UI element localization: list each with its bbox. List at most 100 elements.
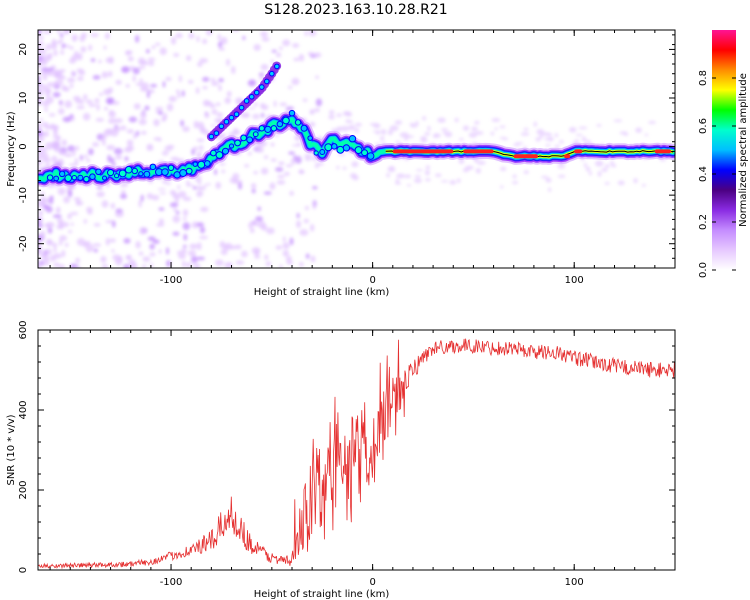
noise-blob [190, 255, 198, 264]
noise-blob [183, 217, 187, 221]
colorbar-tick-label: 0.4 [698, 166, 709, 182]
noise-blob [46, 221, 55, 228]
noise-blob [215, 259, 224, 267]
noise-blob [123, 237, 131, 244]
branch-blob [274, 63, 280, 70]
noise-blob [92, 243, 102, 247]
noise-blob [260, 31, 268, 38]
noise-blob [648, 121, 656, 124]
noise-blob [177, 92, 181, 99]
noise-blob [38, 75, 41, 83]
noise-blob [410, 124, 418, 128]
noise-blob [110, 202, 116, 210]
noise-blob [234, 244, 242, 250]
ridge-blob [167, 164, 175, 172]
noise-blob [202, 76, 210, 82]
noise-blob [99, 92, 103, 97]
branch-blob [258, 84, 265, 90]
noise-blob [38, 98, 43, 106]
noise-blob [196, 242, 202, 251]
noise-blob [424, 169, 430, 176]
noise-blob [105, 219, 115, 224]
noise-blob [279, 102, 288, 107]
noise-blob [205, 183, 212, 186]
ridge-blob [89, 173, 96, 180]
noise-blob [40, 67, 50, 72]
noise-blob [156, 223, 165, 227]
noise-blob [308, 30, 317, 37]
noise-blob [554, 133, 559, 138]
noise-blob [192, 146, 199, 151]
ridge-blob [107, 169, 115, 177]
noise-blob [52, 214, 62, 219]
noise-blob [145, 49, 150, 54]
noise-blob [46, 87, 52, 95]
noise-blob [48, 113, 56, 117]
noise-blob [115, 211, 124, 218]
noise-blob [140, 194, 144, 202]
noise-blob [427, 126, 431, 131]
hot-spot [564, 154, 571, 159]
noise-blob [126, 129, 135, 134]
noise-blob [59, 235, 68, 242]
noise-blob [255, 216, 263, 222]
noise-blob [38, 36, 45, 40]
noise-blob [594, 160, 604, 167]
noise-blob [228, 131, 237, 136]
noise-blob [65, 30, 71, 33]
noise-blob [198, 191, 204, 195]
noise-blob [151, 194, 160, 201]
hot-spot [392, 149, 454, 154]
noise-blob [106, 144, 116, 151]
noise-blob [90, 58, 96, 63]
noise-blob [152, 239, 160, 244]
ridge-blob [124, 165, 133, 174]
noise-blob [182, 126, 190, 132]
noise-blob [315, 75, 319, 79]
noise-blob [241, 250, 248, 258]
noise-blob [72, 148, 76, 157]
noise-blob [45, 239, 54, 246]
noise-blob [165, 182, 171, 186]
ridge-blob [319, 149, 326, 155]
noise-blob [139, 227, 147, 235]
hot-spot [513, 154, 538, 159]
noise-blob [604, 182, 610, 185]
ridge-blob [288, 109, 296, 117]
noise-blob [336, 166, 340, 170]
noise-blob [108, 56, 114, 64]
noise-blob [263, 191, 272, 195]
noise-blob [101, 263, 109, 268]
noise-blob [125, 255, 132, 261]
noise-blob [352, 175, 359, 181]
noise-blob [107, 98, 113, 105]
noise-blob [52, 242, 58, 248]
plot-frame [37, 29, 676, 269]
noise-blob [38, 223, 44, 229]
noise-blob [40, 197, 45, 204]
noise-blob [40, 260, 44, 266]
noise-blob [166, 260, 171, 268]
noise-blob [38, 122, 42, 130]
noise-blob [112, 126, 121, 132]
ridge-blob [203, 160, 211, 167]
noise-blob [541, 132, 551, 136]
ridge-blob [276, 120, 284, 128]
noise-blob [197, 180, 202, 185]
noise-blob [77, 52, 83, 61]
noise-blob [304, 206, 310, 211]
noise-blob [218, 77, 224, 83]
noise-blob [61, 249, 66, 258]
noise-blob [172, 231, 180, 236]
noise-blob [291, 77, 300, 86]
noise-blob [139, 111, 147, 119]
noise-blob [42, 157, 52, 163]
noise-blob [103, 88, 112, 96]
noise-blob [41, 191, 45, 198]
noise-blob [218, 47, 226, 51]
noise-blob [340, 125, 350, 132]
noise-blob [278, 161, 285, 166]
noise-blob [220, 249, 228, 256]
ridge-blob [324, 143, 333, 152]
